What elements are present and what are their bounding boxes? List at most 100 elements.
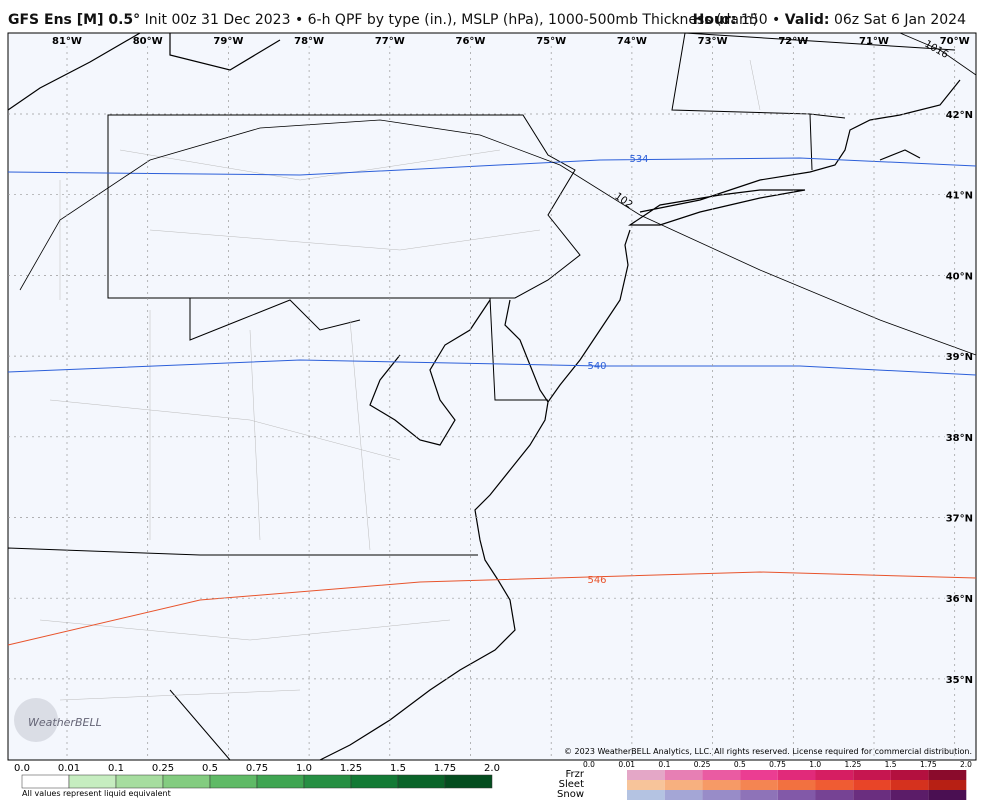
- type-tick-label: 0.75: [769, 760, 786, 769]
- latitude-label: 42°N: [946, 110, 973, 121]
- longitude-label: 74°W: [617, 36, 647, 47]
- qpf-tick-label: 1.5: [390, 763, 406, 774]
- type-tick-label: 1.5: [885, 760, 897, 769]
- contour-label: 540: [587, 361, 606, 372]
- longitude-label: 78°W: [294, 36, 324, 47]
- logo: WeatherBELL: [14, 698, 102, 742]
- latitude-label: 35°N: [946, 675, 973, 686]
- isobar-1016: [899, 32, 977, 76]
- type-color-cell: [664, 780, 703, 790]
- qpf-tick-label: 0.1: [108, 763, 124, 774]
- hour-label: Hour:: [692, 12, 737, 28]
- longitude-label: 71°W: [859, 36, 889, 47]
- longitude-label: 80°W: [133, 36, 163, 47]
- qpf-tick-label: 2.0: [484, 763, 500, 774]
- model: GFS Ens [M] 0.5°: [8, 12, 141, 28]
- type-tick-label: 0.1: [658, 760, 670, 769]
- type-color-cell: [740, 790, 778, 800]
- map-frame: [7, 32, 977, 761]
- type-tick-label: 0.5: [734, 760, 746, 769]
- logo-globe: [14, 698, 58, 742]
- latitude-label: 39°N: [946, 352, 973, 363]
- type-tick-label: 2.0: [960, 760, 972, 769]
- valid: 06z Sat 6 Jan 2024: [833, 12, 966, 28]
- longitude-label: 75°W: [536, 36, 566, 47]
- longitude-label: 72°W: [778, 36, 808, 47]
- longitude-label: 79°W: [213, 36, 243, 47]
- type-color-cell: [853, 770, 891, 780]
- contour-label: 534: [629, 154, 648, 165]
- latitude-label: 38°N: [946, 433, 973, 444]
- type-color-cell: [815, 770, 854, 780]
- type-color-cell: [928, 780, 967, 790]
- type-color-cell: [740, 770, 778, 780]
- type-color-cell: [740, 780, 778, 790]
- type-color-cell: [890, 790, 929, 800]
- type-tick-label: 1.25: [845, 760, 862, 769]
- qpf-tick-label: 0.5: [202, 763, 218, 774]
- type-color-cell: [815, 780, 854, 790]
- qpf-color-cell: [115, 774, 164, 789]
- copyright: © 2023 WeatherBELL Analytics, LLC. All r…: [564, 747, 972, 756]
- qpf-color-cell: [444, 774, 493, 789]
- type-color-cell: [627, 770, 665, 780]
- type-color-cell: [664, 790, 703, 800]
- type-color-cell: [702, 770, 741, 780]
- longitude-label: 81°W: [52, 36, 82, 47]
- type-tick-label: 0.25: [694, 760, 711, 769]
- type-color-cell: [777, 780, 816, 790]
- longitude-label: 77°W: [375, 36, 405, 47]
- qpf-color-cell: [162, 774, 211, 789]
- qpf-tick-label: 0.0: [14, 763, 30, 774]
- type-color-cell: [627, 780, 665, 790]
- state-borders: [7, 32, 956, 761]
- hour: 150 •: [740, 12, 781, 28]
- qpf-color-cell: [397, 774, 446, 789]
- type-tick-label: 0.0: [583, 760, 595, 769]
- type-color-cell: [702, 780, 741, 790]
- type-row-label: Frzr: [566, 769, 585, 780]
- qpf-tick-label: 1.75: [434, 763, 456, 774]
- qpf-color-cell: [350, 774, 399, 789]
- contour-label: 546: [587, 575, 606, 586]
- type-color-cell: [777, 790, 816, 800]
- longitude-label: 76°W: [456, 36, 486, 47]
- type-color-cell: [928, 770, 967, 780]
- logo-text: WeatherBELL: [28, 716, 102, 729]
- thickness-540: [7, 359, 977, 376]
- description: Init 00z 31 Dec 2023 • 6-h QPF by type (…: [144, 12, 759, 28]
- type-row-label: Sleet: [559, 779, 584, 790]
- qpf-tick-label: 1.25: [340, 763, 362, 774]
- type-color-cell: [890, 780, 929, 790]
- type-row-label: Snow: [557, 789, 584, 800]
- type-color-cell: [928, 790, 967, 800]
- qpf-color-cell: [256, 774, 305, 789]
- type-color-cell: [890, 770, 929, 780]
- county-lines: [39, 59, 761, 701]
- type-color-cell: [815, 790, 854, 800]
- longitude-label: 70°W: [940, 36, 970, 47]
- valid-label: Valid:: [784, 12, 830, 28]
- type-color-cell: [853, 790, 891, 800]
- latitude-label: 41°N: [946, 191, 973, 202]
- qpf-color-cell: [303, 774, 352, 789]
- type-tick-label: 1.0: [809, 760, 821, 769]
- qpf-tick-label: 0.25: [152, 763, 174, 774]
- type-color-cell: [627, 790, 665, 800]
- valid-info: Hour: 150 • Valid: 06z Sat 6 Jan 2024: [693, 12, 966, 28]
- qpf-tick-label: 0.75: [246, 763, 268, 774]
- latitude-label: 40°N: [946, 271, 973, 282]
- type-tick-label: 1.75: [920, 760, 937, 769]
- type-color-cell: [777, 770, 816, 780]
- type-color-cell: [664, 770, 703, 780]
- latitude-label: 36°N: [946, 594, 973, 605]
- qpf-color-cell: [21, 774, 70, 789]
- type-color-cell: [853, 780, 891, 790]
- type-color-cell: [702, 790, 741, 800]
- qpf-color-cell: [68, 774, 117, 789]
- header: GFS Ens [M] 0.5° Init 00z 31 Dec 2023 • …: [8, 12, 976, 28]
- isobar-1020: [19, 119, 977, 356]
- qpf-color-cell: [209, 774, 258, 789]
- thickness-546: [7, 571, 977, 646]
